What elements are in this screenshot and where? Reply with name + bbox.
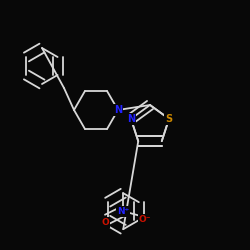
- Text: N: N: [114, 105, 122, 115]
- Text: N: N: [127, 114, 135, 124]
- Text: N⁺: N⁺: [117, 207, 129, 216]
- Text: O: O: [101, 218, 109, 227]
- Text: S: S: [166, 114, 172, 124]
- Text: O⁻: O⁻: [139, 215, 151, 224]
